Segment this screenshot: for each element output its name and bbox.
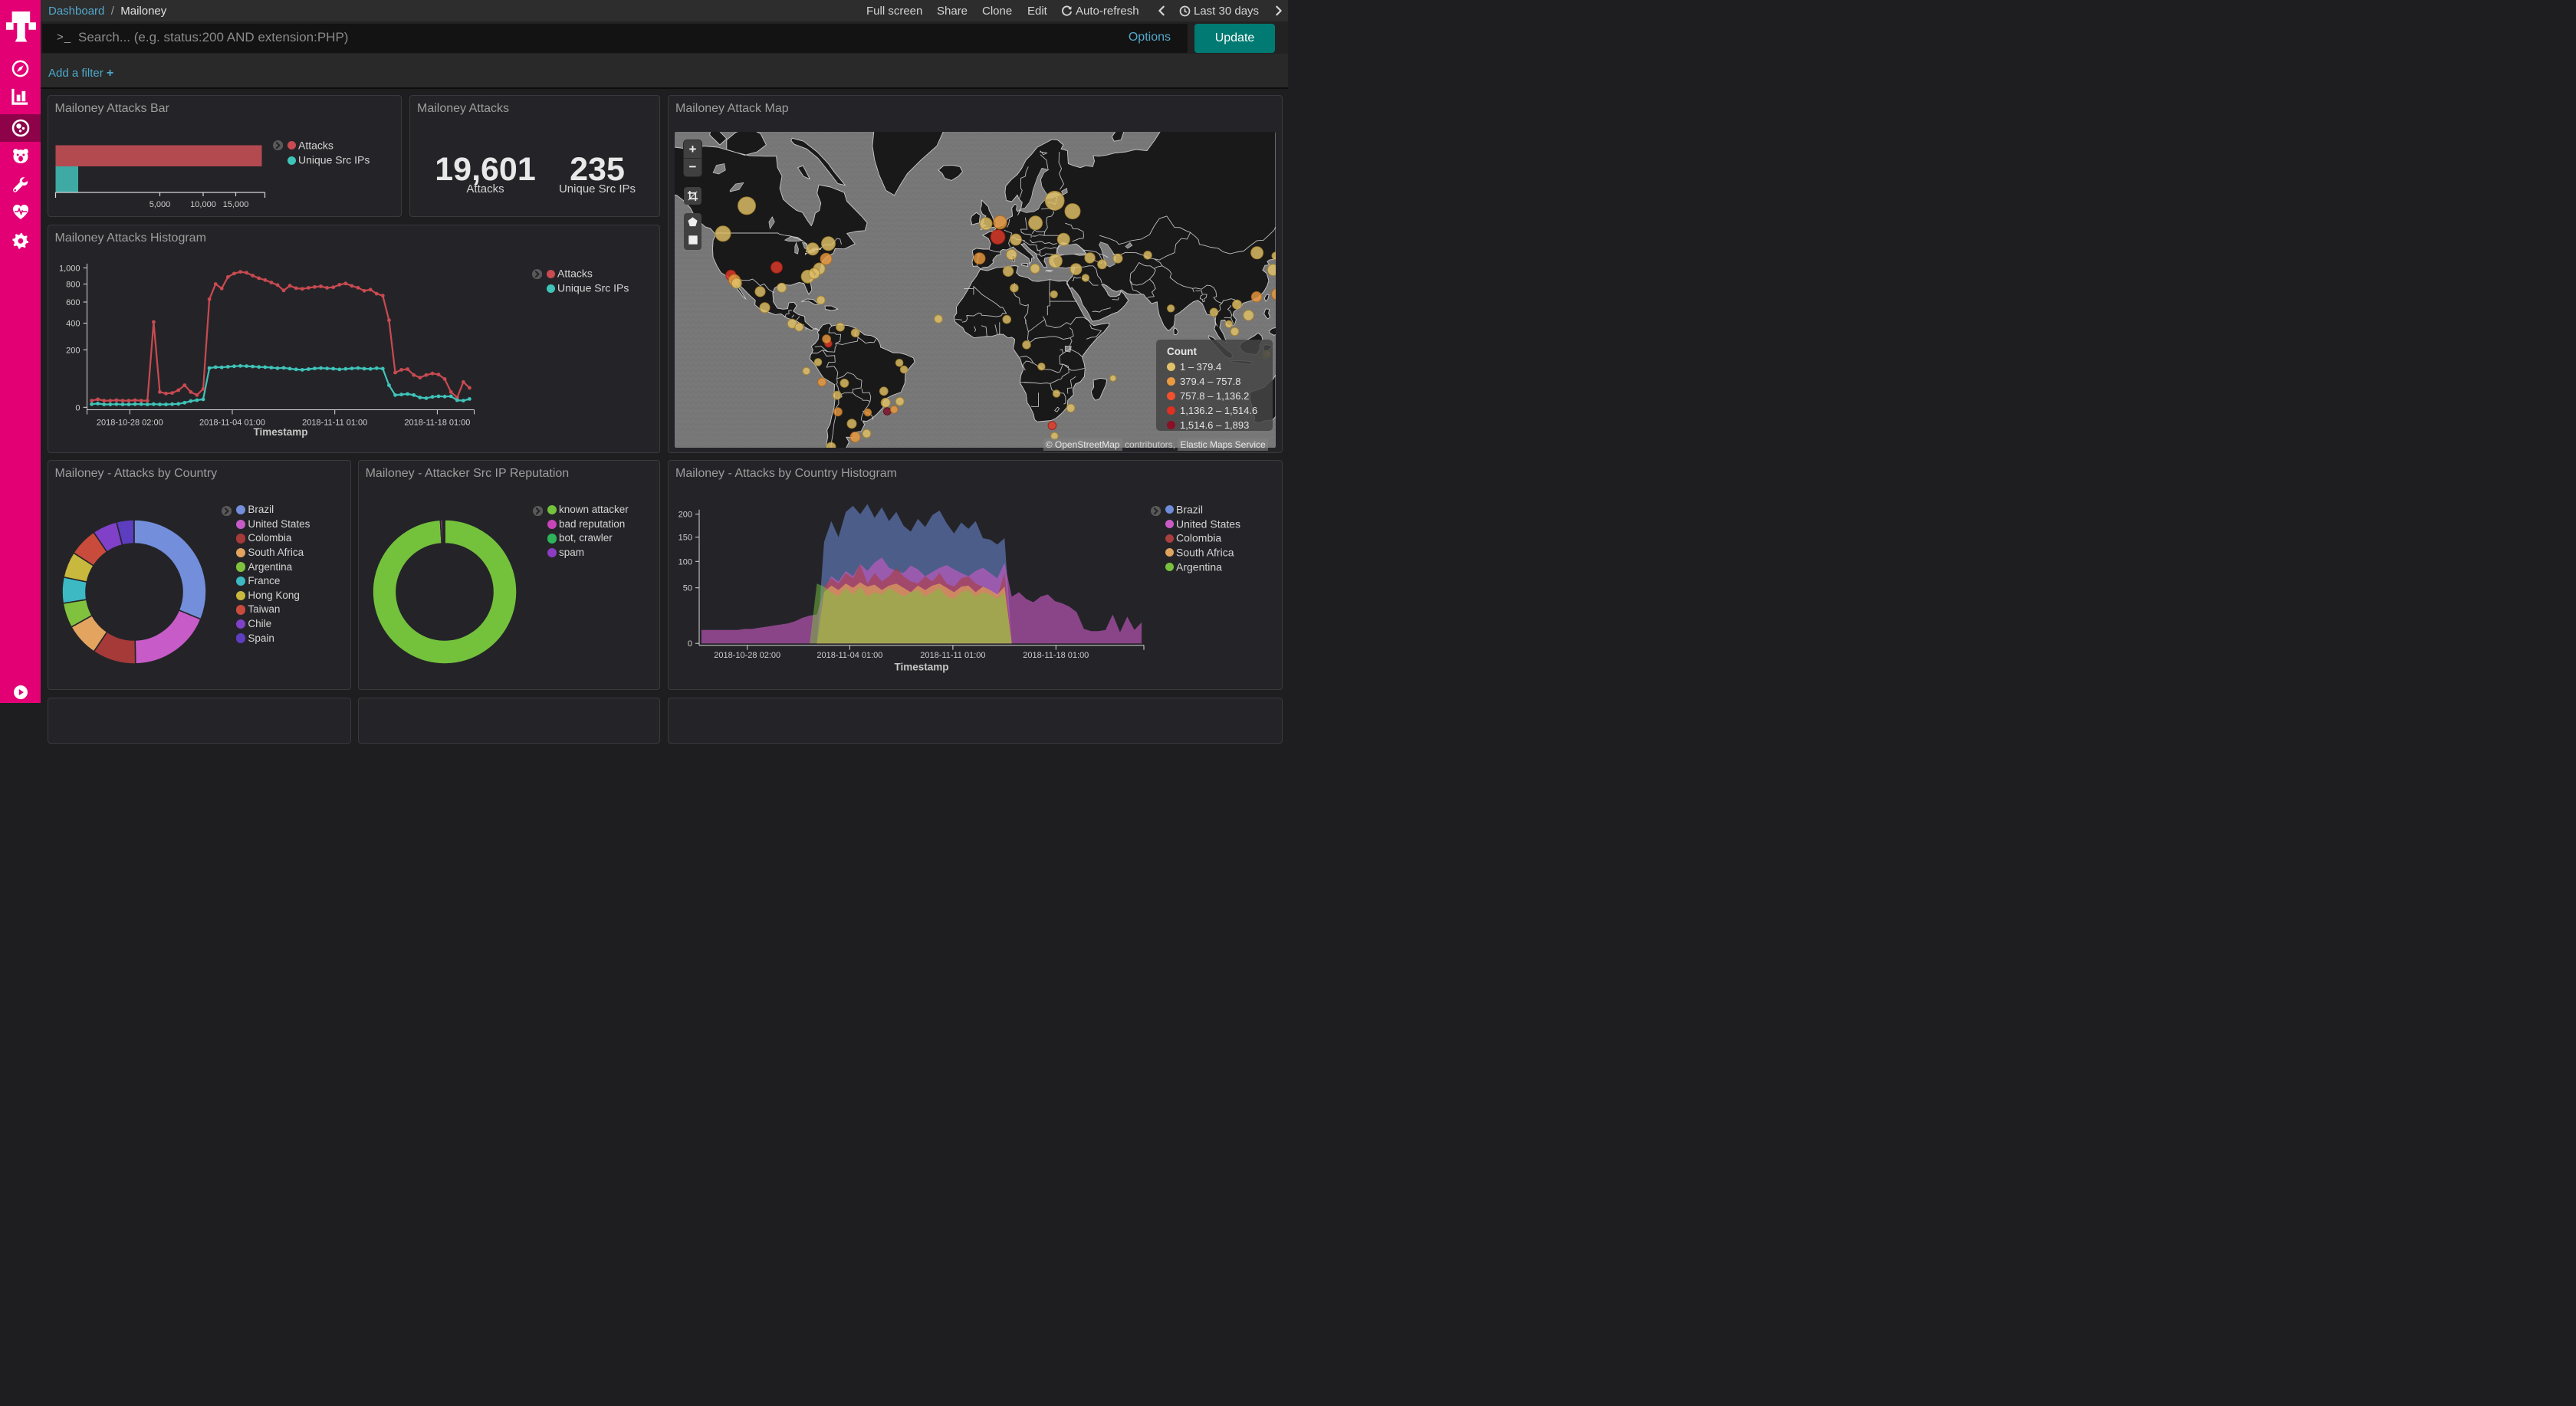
svg-text:15,000: 15,000	[222, 200, 248, 209]
svg-text:2018-11-11 01:00: 2018-11-11 01:00	[920, 651, 985, 660]
svg-text:0: 0	[688, 639, 692, 649]
svg-text:2018-11-18 01:00: 2018-11-18 01:00	[1023, 651, 1089, 660]
svg-text:5,000: 5,000	[149, 200, 170, 209]
svg-text:1,000: 1,000	[58, 264, 80, 274]
svg-text:Timestamp: Timestamp	[253, 426, 307, 438]
svg-text:200: 200	[678, 511, 692, 520]
svg-text:2018-10-28 02:00: 2018-10-28 02:00	[714, 651, 780, 660]
svg-text:800: 800	[66, 281, 80, 290]
svg-text:Timestamp: Timestamp	[894, 662, 948, 673]
svg-text:0: 0	[75, 403, 80, 412]
svg-text:600: 600	[66, 298, 80, 307]
svg-text:2018-11-18 01:00: 2018-11-18 01:00	[404, 419, 470, 428]
svg-text:100: 100	[678, 558, 692, 567]
svg-text:2018-10-28 02:00: 2018-10-28 02:00	[96, 419, 163, 428]
svg-text:200: 200	[66, 346, 80, 355]
svg-text:2018-11-04 01:00: 2018-11-04 01:00	[199, 419, 264, 428]
svg-text:50: 50	[683, 584, 692, 593]
svg-text:150: 150	[678, 534, 692, 543]
svg-text:2018-11-04 01:00: 2018-11-04 01:00	[816, 651, 882, 660]
svg-text:2018-11-11 01:00: 2018-11-11 01:00	[302, 419, 367, 428]
svg-text:10,000: 10,000	[190, 200, 216, 209]
svg-text:400: 400	[66, 320, 80, 329]
